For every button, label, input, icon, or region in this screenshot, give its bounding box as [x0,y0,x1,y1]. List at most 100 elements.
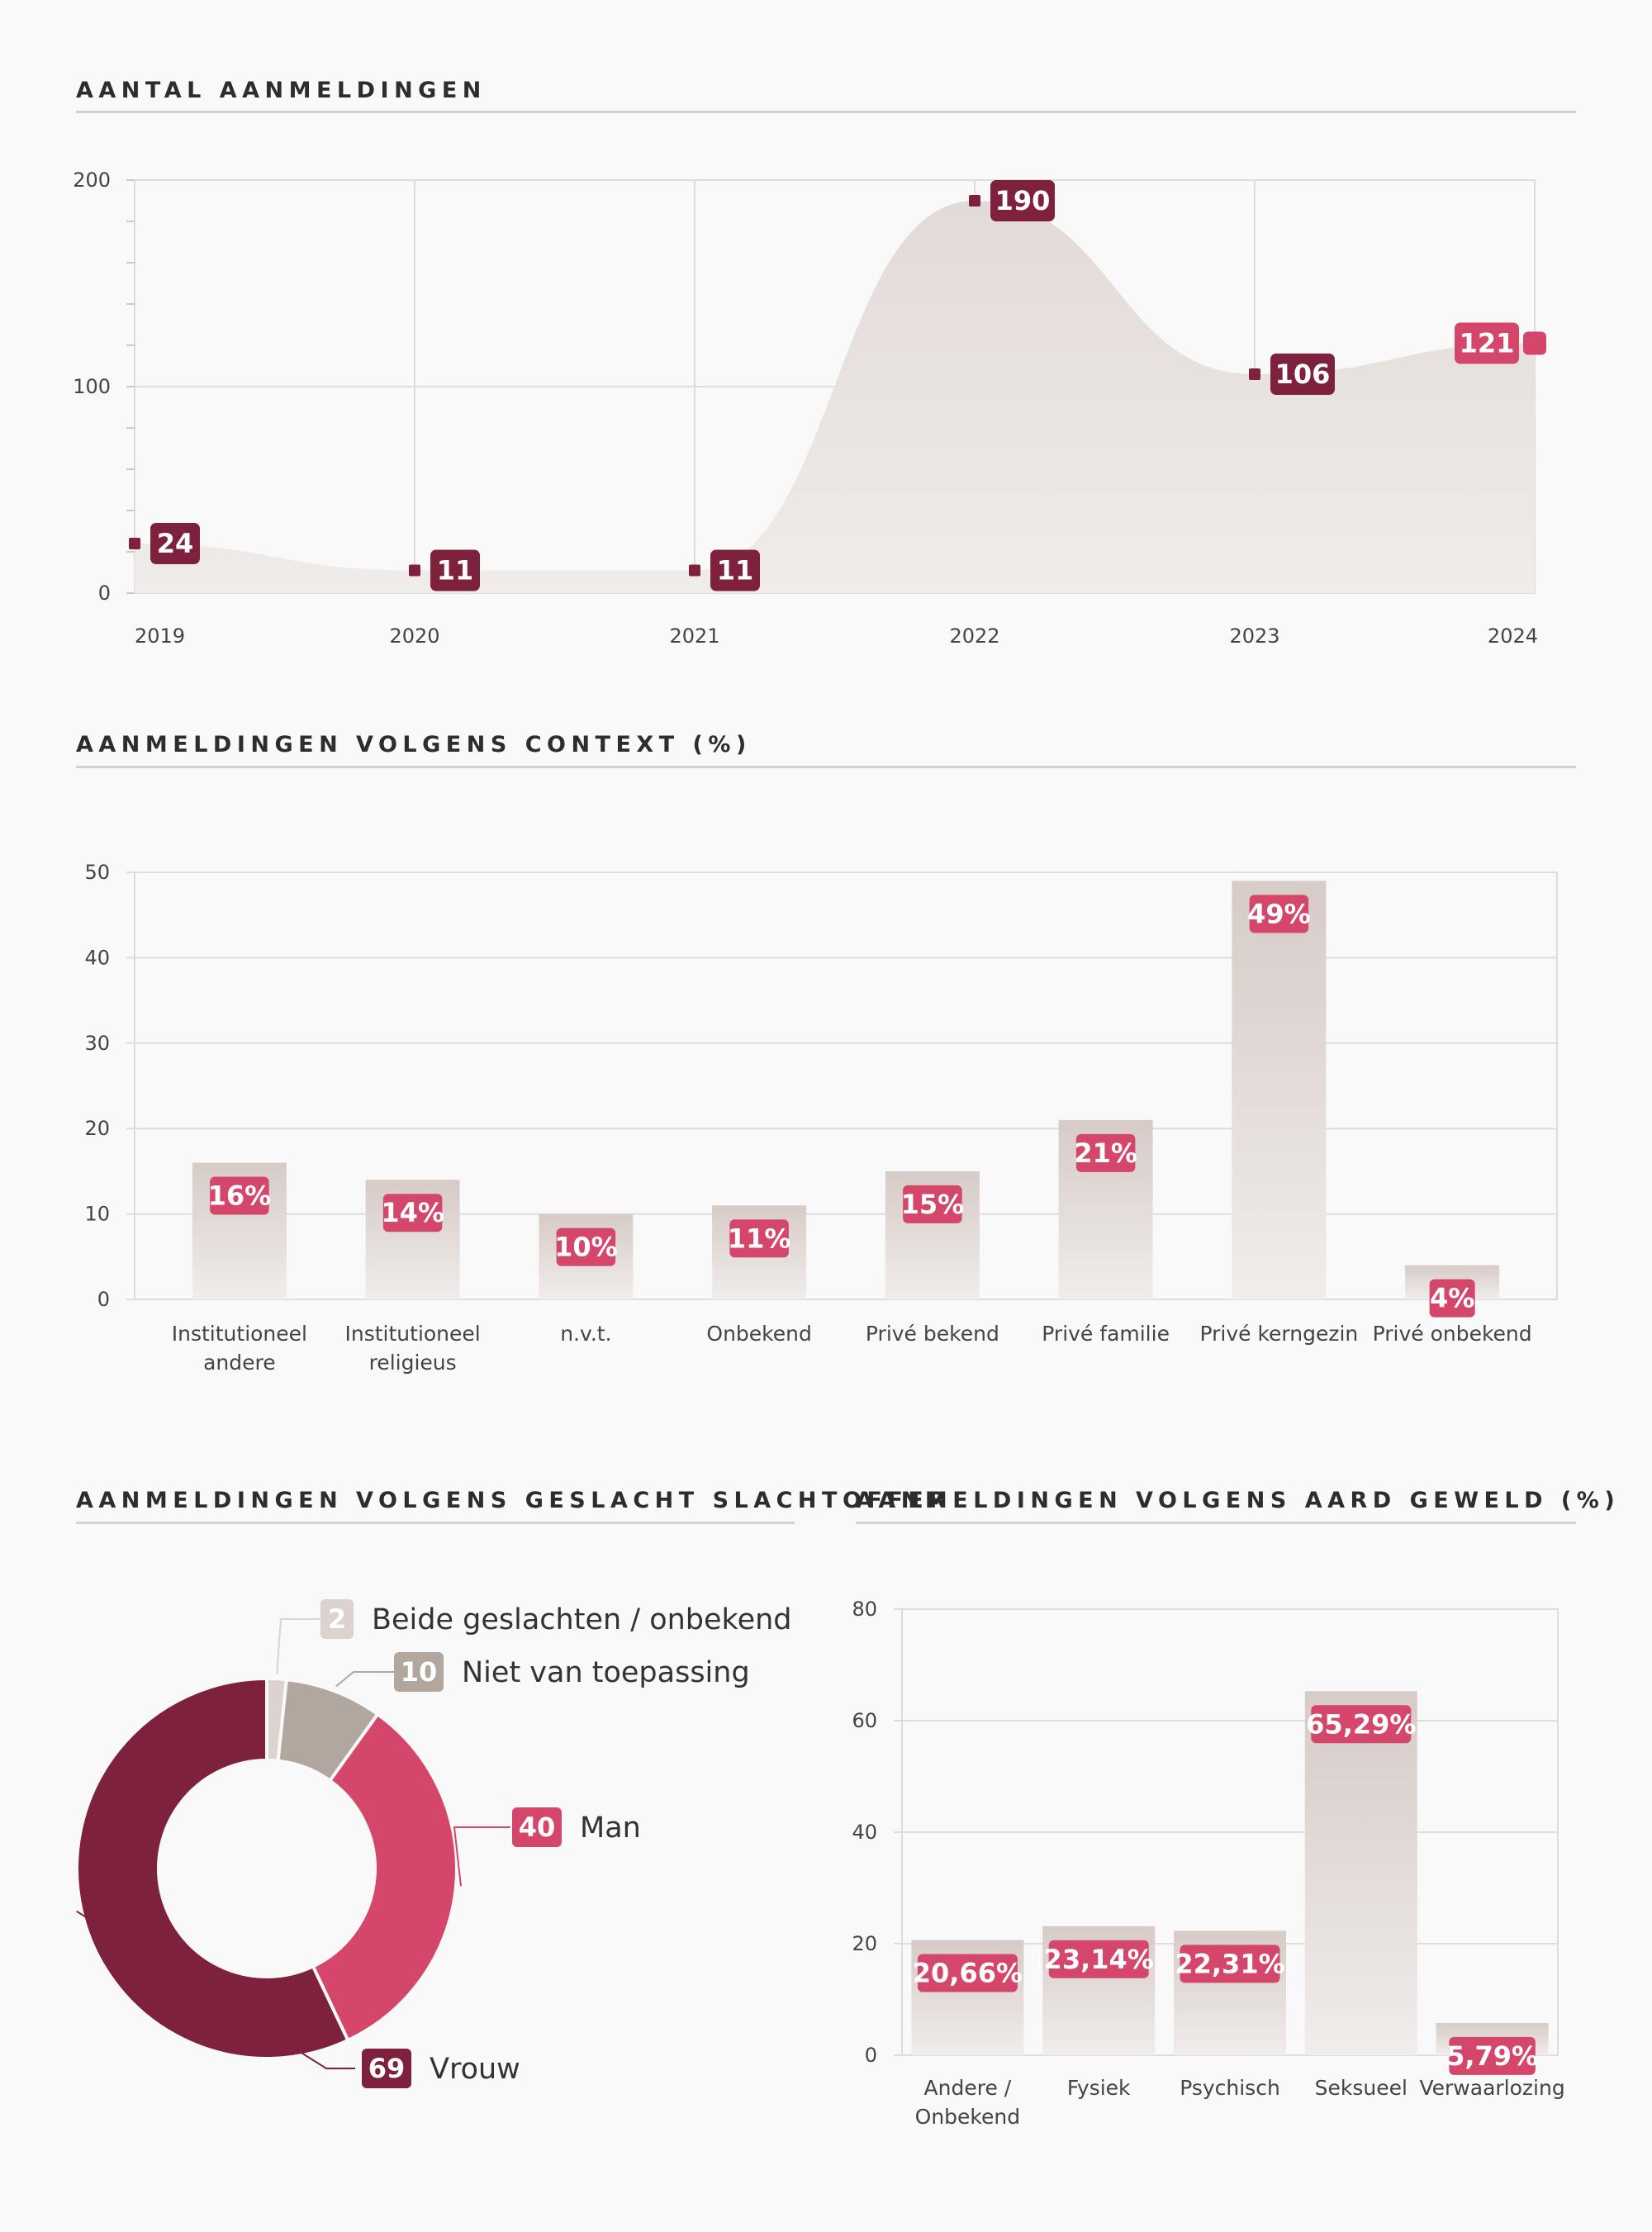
line-point [1523,331,1546,355]
line-xtick-label: 2023 [1229,624,1279,648]
line-ytick-label: 200 [73,169,111,192]
context-bar-label-bg [382,1194,443,1232]
line-point [689,564,700,577]
context-bar-label: 4% [1430,1283,1474,1314]
context-category-label: andere [203,1351,276,1375]
line-value-label: 24 [157,528,194,559]
violence-bar-label: 23,14% [1044,1944,1154,1975]
context-chart-heading: AANMELDINGEN VOLGENS CONTEXT (%) [76,732,752,757]
violence-ytick-label: 80 [852,1598,877,1621]
violence-bar-label-bg [917,1954,1018,1992]
line-ytick-label: 100 [73,375,111,398]
violence-category-label: Onbekend [915,2105,1020,2129]
line-chart-heading: AANTAL AANMELDINGEN [76,78,487,103]
violence-chart-heading: AANMELDINGEN VOLGENS AARD GEWELD (%) [856,1488,1621,1513]
gender-chart-rule [76,1522,795,1524]
context-category-label: Institutioneel [345,1322,481,1346]
donut-slice [75,1676,350,2060]
line-xtick-label: 2024 [1488,624,1538,648]
donut-legend-value: 40 [519,1812,556,1843]
line-point [409,564,420,577]
line-value-label-bg [990,180,1055,221]
line-value-label-bg [430,549,480,591]
context-bar-label-bg [729,1219,789,1258]
violence-bar-label-bg [1311,1705,1412,1744]
line-value-label-bg [1455,322,1519,364]
donut-legend-value: 2 [328,1603,346,1635]
line-ytick-label: 0 [98,582,111,605]
violence-category-label: Seksueel [1315,2076,1408,2100]
donut-legend-badge [362,2049,411,2088]
donut-legend-value: 69 [368,2053,406,2084]
context-ytick-label: 20 [84,1117,110,1140]
violence-bar [1304,1691,1417,2055]
context-bar-label: 16% [208,1180,272,1212]
context-bar [1232,881,1327,1299]
line-xtick-label: 2020 [389,624,439,648]
line-xtick-label: 2019 [135,624,185,648]
context-ytick-label: 50 [84,861,110,884]
donut-legend-badge [320,1599,354,1639]
context-plot-frame [134,871,1558,1300]
line-value-label: 121 [1460,328,1515,359]
donut-leader-line [276,1618,324,1674]
context-bar-label: 49% [1247,898,1311,929]
line-chart-rule [76,111,1576,113]
context-bar-label: 11% [728,1223,791,1254]
context-ytick-label: 30 [84,1032,110,1055]
context-bar-label-bg [903,1185,962,1223]
violence-bar-label-bg [1180,1945,1280,1983]
line-value-label-bg [1270,354,1335,395]
violence-ytick-label: 40 [852,1821,877,1844]
violence-ytick-label: 0 [865,2044,877,2067]
line-point [1249,368,1260,380]
donut-legend-value: 10 [401,1656,438,1688]
context-category-label: n.v.t. [560,1322,611,1346]
violence-ytick-label: 20 [852,1932,877,1955]
donut-legend-name: Beide geslachten / onbekend [372,1603,792,1636]
context-category-label: Privé bekend [866,1322,999,1346]
line-xtick-label: 2021 [669,624,719,648]
donut-leader-line [76,1910,355,2069]
context-bar-label-bg [1429,1279,1475,1318]
line-area-series [135,201,1535,593]
donut-leader-line [453,1826,510,1887]
context-bar-label-bg [556,1228,616,1266]
context-category-label: Privé onbekend [1373,1322,1532,1346]
context-ytick-label: 0 [97,1288,110,1311]
violence-ytick-label: 60 [852,1709,877,1732]
context-category-label: Onbekend [706,1322,811,1346]
violence-chart-rule [856,1522,1576,1524]
donut-legend-name: Man [580,1812,641,1845]
line-value-label: 106 [1275,359,1331,390]
line-value-label-bg [710,549,760,591]
line-value-label-bg [150,523,200,564]
violence-category-label: Psychisch [1180,2076,1280,2100]
violence-bar-label: 65,29% [1306,1708,1416,1740]
context-bar-label: 14% [381,1197,444,1228]
violence-bar-label: 5,79% [1446,2040,1538,2072]
context-category-label: Privé kerngezin [1199,1322,1358,1346]
context-ytick-label: 40 [84,946,110,969]
context-bar-label: 15% [901,1189,965,1220]
violence-bar-label: 22,31% [1175,1948,1284,1979]
donut-leader-line [335,1671,396,1688]
violence-bar-label-bg [1449,2036,1536,2075]
context-ytick-label: 10 [84,1203,110,1226]
line-xtick-label: 2022 [949,624,999,648]
line-point [129,538,140,549]
context-chart-rule [76,766,1576,768]
violence-bar-label-bg [1048,1940,1149,1978]
donut-legend-name: Vrouw [430,2053,520,2086]
context-bar-label-bg [1075,1133,1136,1172]
line-value-label: 190 [995,185,1051,216]
line-value-label: 11 [717,555,754,586]
context-bar-label: 21% [1074,1137,1137,1169]
donut-legend-badge [394,1652,444,1692]
violence-category-label: Andere / [924,2076,1012,2100]
context-category-label: Institutioneel [172,1322,307,1346]
context-bar-label-bg [210,1176,269,1215]
violence-bar-label: 20,66% [913,1958,1023,1989]
